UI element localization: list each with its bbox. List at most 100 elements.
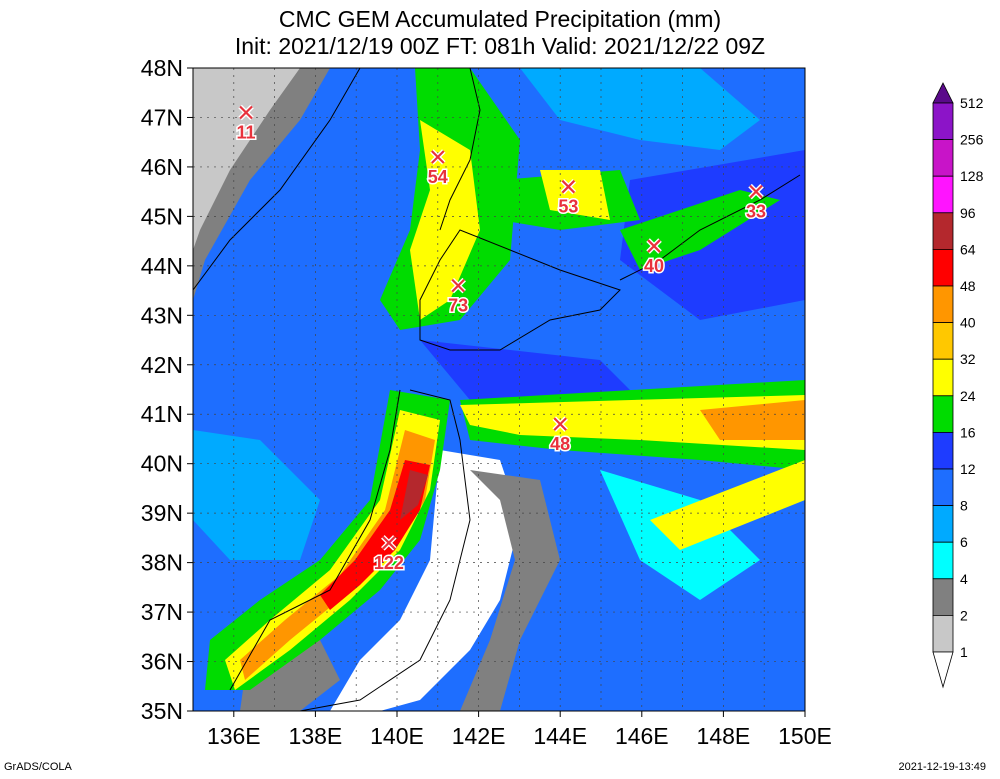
station-marker: 40 [643,238,666,278]
station-marker: 73 [447,277,470,317]
coastline-honshu-west [229,389,401,691]
precip-region-maroon-honshu [400,470,428,520]
colorbar-swatch [932,395,954,433]
plot-frame [192,67,806,712]
colorbar-label: 6 [960,534,968,550]
station-marker: 54 [426,149,449,189]
map-subtitle: Init: 2021/12/19 00Z FT: 081h Valid: 202… [234,33,766,59]
colorbar-label: 32 [960,351,976,367]
marker-x [382,536,396,550]
colorbar-label: 1 [960,644,968,660]
colorbar-label: 256 [960,132,984,148]
precip-region-light-west [193,68,300,250]
marker-value: 11 [237,123,256,143]
lat-tick-label: 41N [141,401,183,427]
colorbar-label: 48 [960,278,976,294]
marker-x [451,278,465,293]
station-marker: 122 [372,535,405,574]
marker-value: 53 [558,197,578,217]
marker-x [647,239,661,253]
station-markers: 11 54 53 33 40 73 48 122 [235,104,768,574]
colorbar-swatch [932,431,954,470]
colorbar-swatch [932,358,954,397]
precip-region-yellow-honshu [225,410,440,690]
marker-x [431,150,445,164]
lat-tick-label: 44N [141,253,183,279]
colorbar-label: 2 [960,607,968,623]
coastline-hokkaido [419,229,621,351]
colorbar-swatch [932,541,954,580]
coastline-sakhalin [439,68,481,231]
lat-tick-label: 46N [141,154,183,180]
lat-tick-label: 37N [141,599,183,625]
colorbar-swatch [932,175,954,214]
lat-tick-label: 36N [141,649,183,675]
colorbar-swatch [932,212,954,250]
station-marker: 11 [235,104,257,144]
colorbar-swatch [932,322,954,360]
colorbar-label: 4 [960,571,968,587]
colorbar-swatch [932,615,954,653]
lat-tick-label: 47N [141,104,183,130]
marker-x [561,179,576,194]
lat-tick-label: 42N [141,352,183,378]
lon-tick-label: 138E [289,723,343,749]
colorbar-label: 12 [960,461,976,477]
colorbar-label: 96 [960,205,976,221]
axis-ticks: 48N 47N 46N 45N 44N 43N 42N 41N 40N 39N 38N 37N 36N 3… [141,55,832,749]
precip-region-yellow-okhotsk [540,170,610,220]
lon-tick-label: 148E [697,723,751,749]
footer-timestamp: 2021-12-19-13:49 [898,761,986,773]
colorbar-top-arrow [932,82,954,104]
precip-region-navy-central [420,340,640,400]
lon-tick-label: 142E [452,723,506,749]
marker-x [553,417,567,431]
lat-tick-label: 43N [141,302,183,328]
colorbar-bottom-arrow [932,651,954,689]
footer-credit: GrADS/COLA [4,761,72,773]
marker-value: 40 [644,256,664,276]
colorbar-swatch [932,248,954,287]
lon-tick-label: 150E [778,723,832,749]
lat-tick-label: 35N [141,698,183,724]
coastlines [193,68,801,711]
lon-tick-label: 146E [615,723,669,749]
lat-tick-label: 39N [141,500,183,526]
colorbar-label: 40 [960,315,976,331]
colorbar-swatch [932,285,954,323]
precip-region-gray-honshu [460,470,560,711]
colorbar-label: 16 [960,424,976,440]
marker-value: 54 [428,167,448,187]
precip-region-cyan-north [520,68,760,150]
lon-tick-label: 144E [533,723,587,749]
colorbar-swatch [932,578,954,616]
coastline-kurils [619,174,801,281]
colorbar-label: 64 [960,241,976,257]
precip-region-red-honshu [320,460,430,610]
colorbar-label: 128 [960,168,984,184]
marker-x [749,184,763,199]
marker-value: 48 [550,434,570,454]
colorbar-swatch [932,102,954,140]
marker-value: 33 [746,202,766,222]
lat-tick-label: 45N [141,203,183,229]
station-marker: 33 [745,183,768,223]
precip-region-orange-band [700,400,805,440]
lon-tick-label: 140E [370,723,424,749]
precip-region-yellow-southeast [650,460,805,550]
marker-x [239,105,253,120]
colorbar-label: 8 [960,498,968,514]
colorbar-label: 24 [960,388,976,404]
station-marker: 53 [557,178,580,218]
coastline-honshu [299,389,471,711]
map-title: CMC GEM Accumulated Precipitation (mm) [278,6,722,32]
marker-value: 73 [448,296,468,316]
lat-tick-label: 38N [141,550,183,576]
colorbar-swatch [932,468,954,506]
precip-region-white-honshu [330,450,520,711]
marker-value: 122 [374,553,404,573]
colorbar-swatch [932,505,954,543]
precip-region-orange-honshu [240,430,435,680]
coastline-asia [193,68,361,291]
